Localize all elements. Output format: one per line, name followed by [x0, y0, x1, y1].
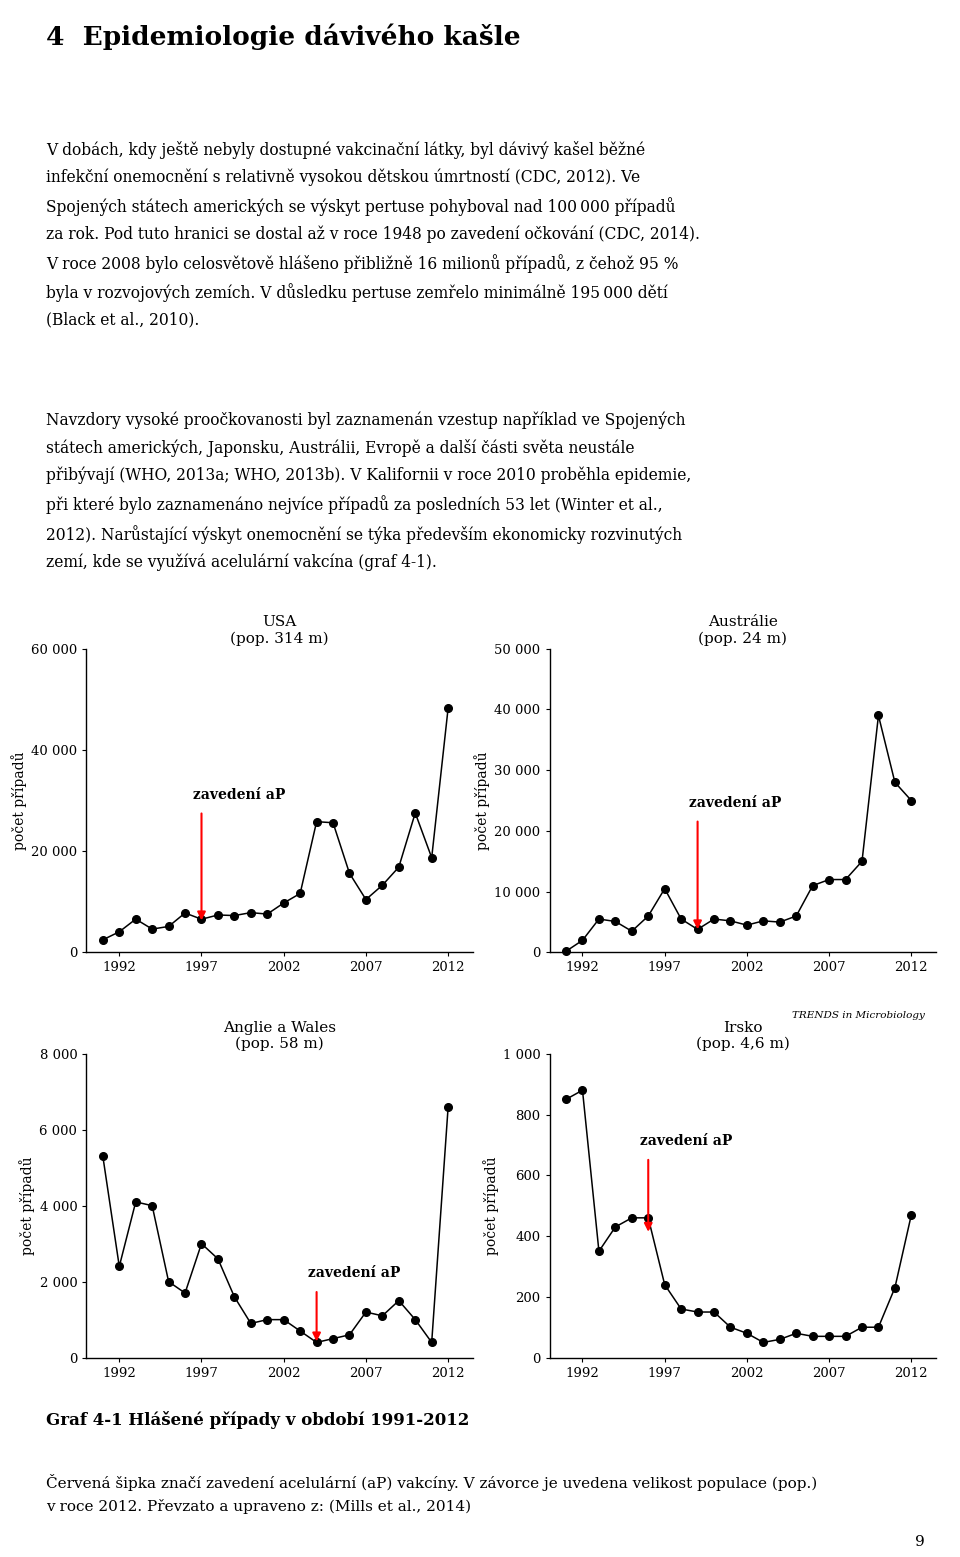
Text: Červená šipka značí zavedení acelulární (aP) vakcíny. V závorce je uvedena veli: Červená šipka značí zavedení acelulární…: [46, 1474, 817, 1513]
Text: zavedení aP: zavedení aP: [193, 788, 286, 802]
Text: V dobách, kdy ještě nebyly dostupné vakcinační látky, byl dávivý kašel běžné
in: V dobách, kdy ještě nebyly dostupné vakc…: [46, 142, 700, 329]
Y-axis label: počet případů: počet případů: [12, 750, 27, 850]
Text: TRENDS in Microbiology: TRENDS in Microbiology: [792, 1010, 924, 1020]
Title: Anglie a Wales
(pop. 58 m): Anglie a Wales (pop. 58 m): [223, 1020, 336, 1051]
Text: 4  Epidemiologie dávivého kašle: 4 Epidemiologie dávivého kašle: [46, 23, 520, 50]
Text: Graf 4-1 Hlášené případy v období 1991-2012: Graf 4-1 Hlášené případy v období 1991-2…: [46, 1411, 469, 1429]
Text: zavedení aP: zavedení aP: [640, 1133, 732, 1148]
Title: USA
(pop. 314 m): USA (pop. 314 m): [230, 615, 329, 646]
Y-axis label: počet případů: počet případů: [483, 1157, 498, 1255]
Title: Irsko
(pop. 4,6 m): Irsko (pop. 4,6 m): [696, 1020, 790, 1051]
Text: 9: 9: [915, 1535, 924, 1549]
Y-axis label: počet případů: počet případů: [474, 750, 491, 850]
Y-axis label: počet případů: počet případů: [19, 1157, 36, 1255]
Text: Navzdory vysoké proočkovanosti byl zaznamenán vzestup například ve Spojených
st: Navzdory vysoké proočkovanosti byl zazn…: [46, 411, 691, 571]
Title: Austrálie
(pop. 24 m): Austrálie (pop. 24 m): [698, 615, 787, 646]
Text: zavedení aP: zavedení aP: [308, 1266, 400, 1280]
Text: zavedení aP: zavedení aP: [689, 796, 781, 810]
